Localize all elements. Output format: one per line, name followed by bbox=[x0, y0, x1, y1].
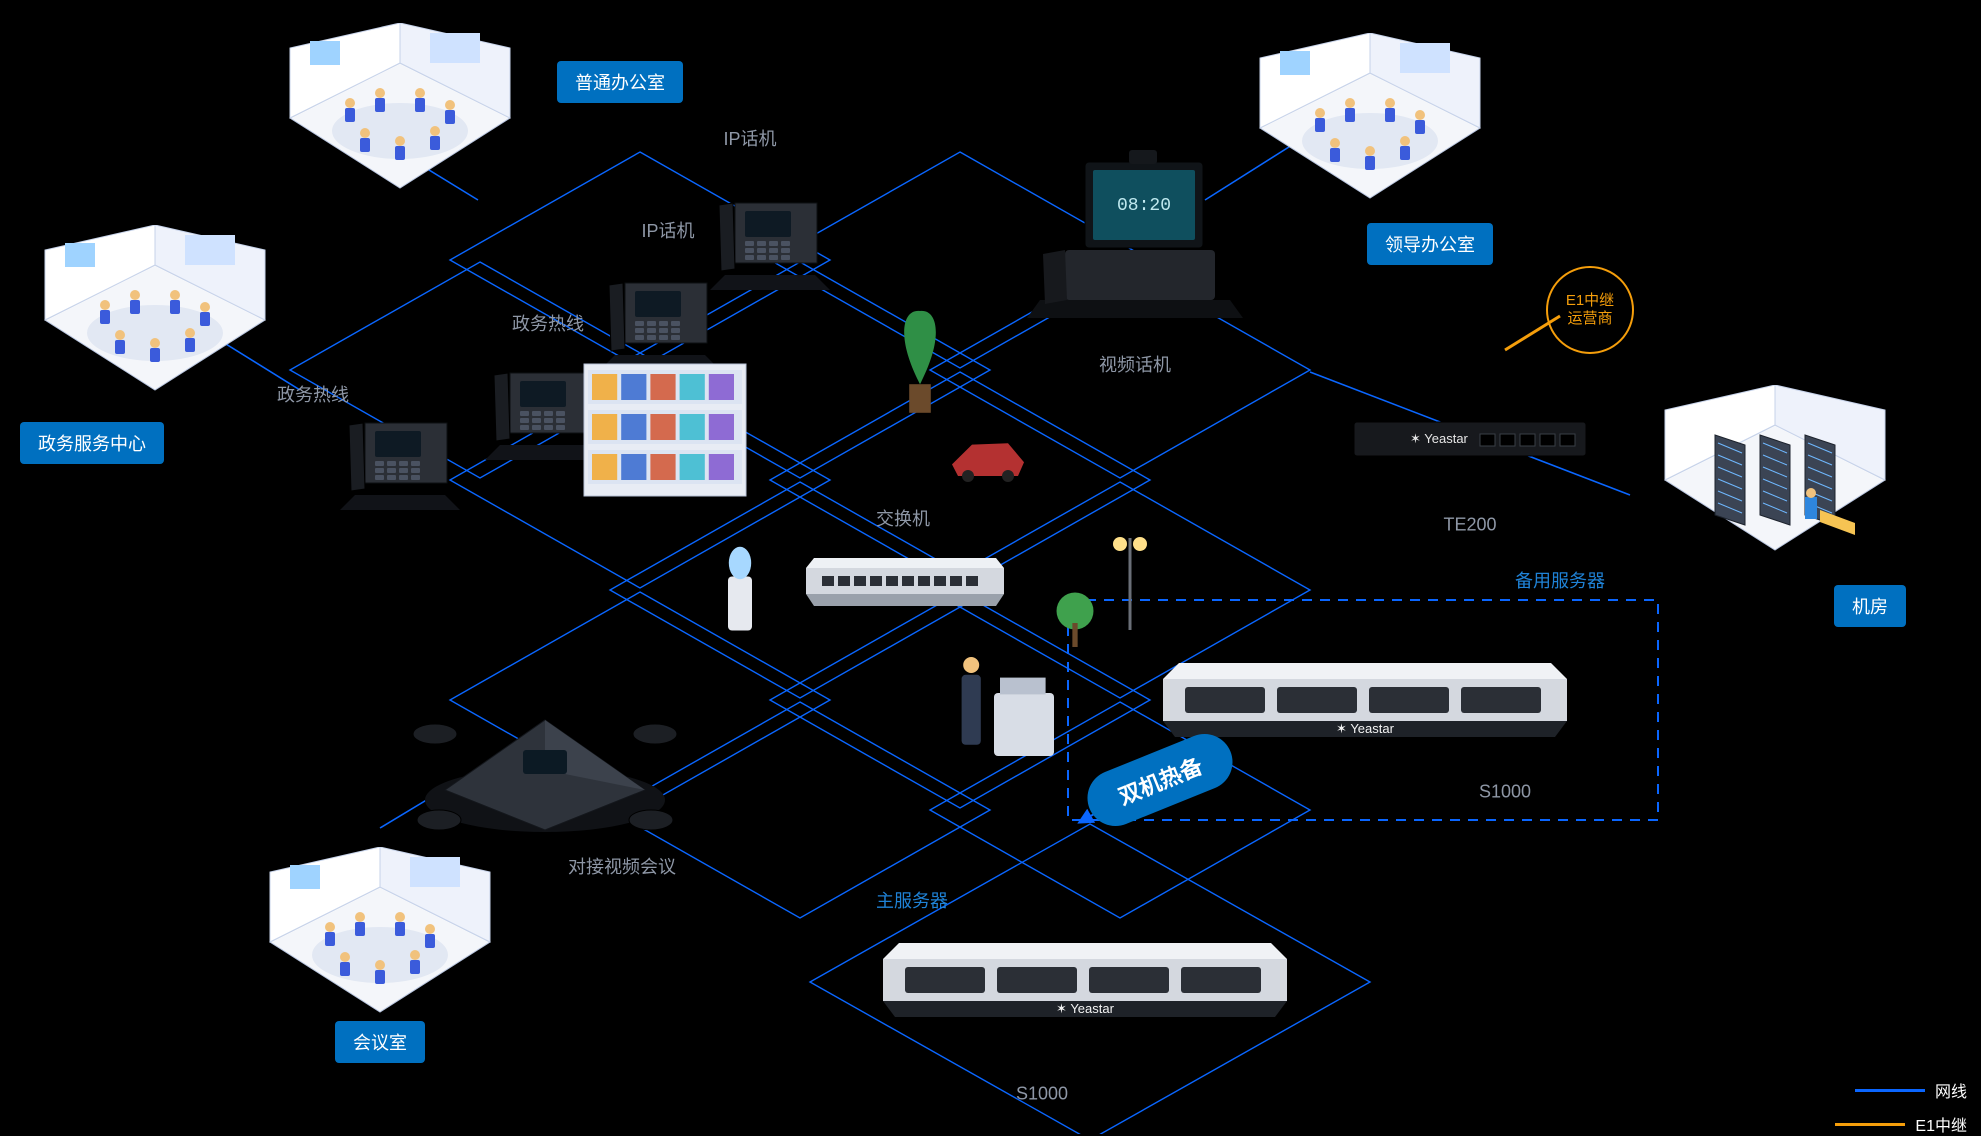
label: 政务热线 bbox=[277, 381, 349, 407]
svg-text:08:20: 08:20 bbox=[1117, 196, 1171, 216]
label: 政务热线 bbox=[512, 310, 584, 336]
svg-text:✶ Yeastar: ✶ Yeastar bbox=[1336, 721, 1395, 736]
deco-person-copier bbox=[940, 630, 1060, 770]
label: S1000 bbox=[1479, 782, 1531, 803]
label: 视频话机 bbox=[1099, 351, 1171, 377]
label: 对接视频会议 bbox=[568, 853, 676, 879]
server-primary: ✶ Yeastar bbox=[875, 935, 1295, 1025]
svg-text:✶ Yeastar: ✶ Yeastar bbox=[1056, 1001, 1115, 1016]
deco-water bbox=[720, 545, 760, 635]
badge: 政务服务中心 bbox=[20, 422, 164, 464]
label: 备用服务器 bbox=[1515, 567, 1605, 593]
label: 交换机 bbox=[876, 505, 930, 531]
room-server-room bbox=[1655, 385, 1895, 555]
deco-plant bbox=[890, 305, 950, 415]
room-svc-center bbox=[35, 225, 275, 395]
desk-phone-4 bbox=[335, 405, 465, 515]
badge: 机房 bbox=[1834, 585, 1906, 627]
e1-carrier-ring: E1中继运营商 bbox=[1546, 266, 1634, 354]
badge: 领导办公室 bbox=[1367, 223, 1493, 265]
label: IP话机 bbox=[641, 217, 694, 243]
server-backup: ✶ Yeastar bbox=[1155, 655, 1575, 745]
svg-text:✶ Yeastar: ✶ Yeastar bbox=[1410, 431, 1469, 446]
deco-car bbox=[948, 438, 1028, 482]
room-meeting-room bbox=[260, 847, 500, 1017]
legend-item: E1中继 bbox=[1835, 1112, 1967, 1136]
legend-item: 网线 bbox=[1855, 1078, 1967, 1102]
deco-shelves bbox=[580, 360, 750, 500]
badge: 普通办公室 bbox=[557, 61, 683, 103]
e1-gateway: ✶ Yeastar bbox=[1350, 410, 1590, 470]
room-leader-office bbox=[1250, 33, 1490, 203]
label: IP话机 bbox=[723, 125, 776, 151]
network-switch bbox=[800, 550, 1010, 610]
label: S1000 bbox=[1016, 1084, 1068, 1105]
video-phone: 08:20 bbox=[1025, 150, 1245, 330]
label: TE200 bbox=[1443, 515, 1496, 536]
conference-phone bbox=[405, 680, 685, 840]
badge: 会议室 bbox=[335, 1021, 425, 1063]
desk-phone-2 bbox=[595, 265, 725, 375]
room-normal-office bbox=[280, 23, 520, 193]
deco-lamp bbox=[1105, 530, 1155, 630]
label: 主服务器 bbox=[876, 887, 948, 913]
